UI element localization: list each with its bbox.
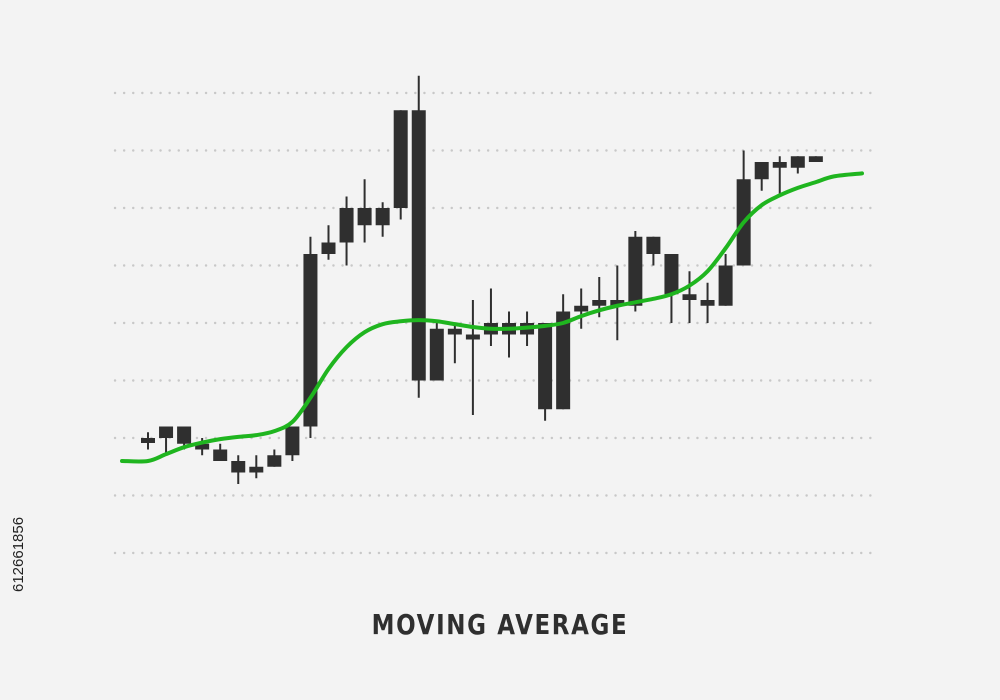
- candle-body: [465, 334, 480, 340]
- candle: [628, 231, 643, 312]
- candle: [429, 323, 444, 381]
- candle: [375, 202, 390, 237]
- candles: [141, 75, 823, 484]
- candle: [664, 254, 679, 323]
- candle: [393, 110, 408, 220]
- candle: [754, 162, 769, 191]
- candle-body: [339, 208, 354, 243]
- moving-average-line: [120, 171, 864, 464]
- candle: [556, 294, 571, 410]
- candle: [357, 179, 372, 243]
- candle-body: [231, 461, 246, 473]
- candle: [213, 443, 228, 461]
- candle: [574, 288, 589, 329]
- candle: [249, 455, 264, 479]
- candle-body: [285, 426, 300, 456]
- candle-body: [267, 455, 282, 467]
- candle: [610, 265, 625, 341]
- candle-body: [538, 323, 553, 410]
- candle: [808, 156, 823, 162]
- candle-body: [357, 208, 372, 226]
- candle: [285, 426, 300, 461]
- candle-body: [375, 208, 390, 226]
- candle: [772, 156, 787, 197]
- candle: [141, 432, 155, 450]
- candle: [646, 236, 661, 266]
- candle-body: [754, 162, 769, 180]
- candle-body: [411, 110, 426, 381]
- candle-body: [159, 426, 174, 438]
- candle: [231, 455, 246, 484]
- candle-body: [249, 466, 264, 473]
- candle-body: [592, 300, 607, 306]
- candle-body: [646, 236, 661, 254]
- candle-body: [321, 242, 336, 254]
- candle: [159, 426, 174, 456]
- candle: [321, 225, 336, 260]
- candle: [718, 254, 733, 306]
- candle: [682, 271, 697, 323]
- candle-body: [610, 300, 625, 306]
- candle: [502, 311, 516, 358]
- candle-body: [195, 443, 210, 450]
- candle-body: [303, 254, 318, 427]
- candle-body: [808, 156, 823, 162]
- candle: [538, 323, 553, 421]
- side-id-text: 612661856: [10, 516, 27, 592]
- candle-body: [790, 156, 805, 168]
- candle-body: [682, 294, 697, 300]
- candle-body: [447, 328, 462, 335]
- candle-body: [628, 236, 643, 306]
- candle-body: [141, 438, 155, 443]
- candle: [465, 300, 480, 415]
- candle-body: [574, 305, 589, 312]
- candle: [736, 150, 751, 266]
- candle: [303, 236, 318, 438]
- candle: [267, 449, 282, 467]
- candle-body: [213, 449, 228, 461]
- candle-body: [718, 265, 733, 306]
- candle: [447, 323, 462, 364]
- candle: [483, 288, 498, 346]
- moving-average-layer: [120, 171, 864, 464]
- candle: [700, 282, 715, 323]
- candle-body: [772, 162, 787, 168]
- chart-title: MOVING AVERAGE: [371, 608, 629, 641]
- candle: [790, 156, 805, 174]
- candle-body: [177, 426, 192, 444]
- candle-body: [700, 300, 715, 306]
- candle-body: [429, 328, 444, 381]
- candle-body: [664, 254, 679, 295]
- candle-body: [393, 110, 408, 208]
- candle: [411, 75, 426, 398]
- candle: [339, 196, 354, 266]
- candle-body: [556, 311, 571, 410]
